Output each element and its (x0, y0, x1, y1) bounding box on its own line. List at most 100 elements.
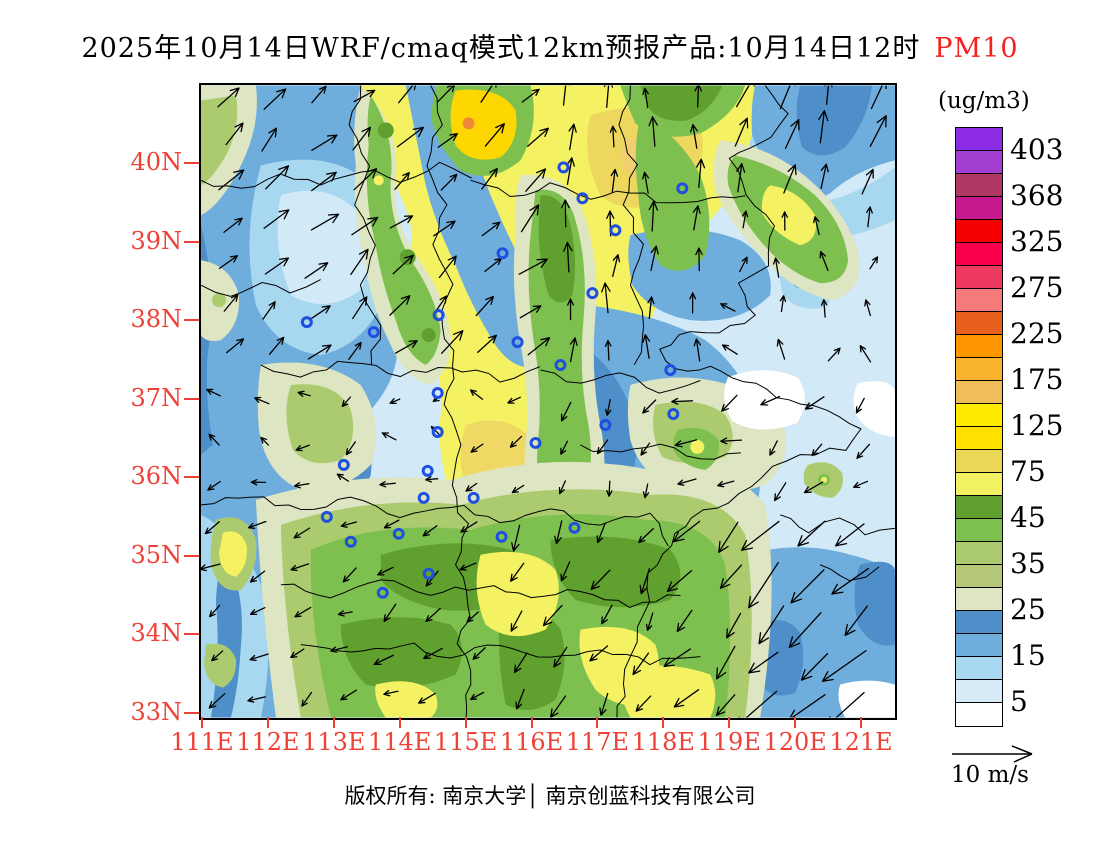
wind-arrow (438, 255, 457, 279)
lon-tick (201, 717, 203, 728)
legend-tick-label: 175 (1010, 363, 1064, 396)
wind-arrow (861, 168, 874, 195)
station-marker-icon (431, 387, 444, 400)
wind-arrow (784, 119, 800, 149)
wind-arrow (249, 653, 269, 662)
wind-arrow (721, 394, 738, 412)
wind-arrow (827, 347, 841, 362)
wind-arrow (856, 443, 871, 459)
lon-tick (728, 717, 731, 728)
wind-arrow (568, 123, 577, 151)
wind-arrow (353, 168, 378, 191)
wind-arrow (844, 605, 868, 637)
wind-arrow (208, 433, 220, 446)
wind-arrow (470, 443, 484, 453)
wind-arrow (247, 520, 267, 529)
wind-arrow (739, 256, 748, 273)
lon-label: 118E (631, 728, 695, 756)
wind-arrow (418, 692, 436, 704)
legend-unit-label: (ug/m3) (938, 88, 1030, 114)
wind-arrow (673, 689, 700, 708)
lat-label: 36N (130, 462, 182, 490)
legend-tick-label: 45 (1010, 501, 1046, 534)
legend-tick-label: 25 (1010, 593, 1046, 626)
wind-arrow (599, 692, 609, 716)
station-marker-icon (431, 425, 444, 438)
wind-arrow (297, 390, 311, 398)
wind-arrow (377, 566, 394, 576)
wind-arrow (373, 654, 394, 665)
wind-arrow (207, 480, 221, 491)
wind-arrow (525, 168, 547, 192)
legend-tick-label: 225 (1010, 317, 1064, 350)
wind-arrow (437, 85, 456, 103)
wind-arrow (781, 211, 789, 231)
wind-arrow (865, 206, 873, 228)
boundary-line (470, 179, 746, 204)
wind-arrow (604, 398, 612, 416)
wind-arrow (773, 257, 780, 278)
wind-arrow (716, 645, 736, 680)
station-marker-icon (554, 359, 567, 372)
legend-cell (956, 266, 1002, 289)
legend-cell (956, 542, 1002, 565)
wind-arrow (260, 436, 270, 446)
wind-arrow (694, 85, 703, 108)
wind-arrow (869, 256, 879, 270)
wind-arrow (383, 519, 400, 529)
legend-cell (956, 289, 1002, 312)
lat-tick (184, 162, 199, 164)
legend-cell (956, 151, 1002, 174)
wind-arrow (720, 437, 743, 445)
wind-arrow (674, 439, 698, 448)
wind-scale-label: 10 m/s (951, 762, 1029, 788)
forecast-map (199, 83, 897, 720)
wind-arrow (609, 125, 617, 148)
wind-arrow (392, 254, 414, 275)
lon-label: 113E (302, 728, 366, 756)
wind-arrow (389, 398, 401, 405)
wind-vector-arrows (201, 85, 887, 718)
wind-arrow (310, 171, 337, 192)
wind-arrow (394, 340, 418, 354)
wind-arrow (553, 646, 568, 668)
legend-cell (956, 519, 1002, 542)
lon-label: 111E (170, 728, 234, 756)
wind-arrow (342, 567, 357, 583)
wind-arrow (760, 395, 781, 406)
boundary-line (580, 443, 741, 460)
wind-arrow (311, 85, 327, 104)
wind-arrow (735, 85, 755, 108)
wind-arrow (721, 344, 738, 355)
legend-cell (956, 611, 1002, 634)
wind-arrow (208, 692, 226, 709)
wind-arrow (518, 258, 548, 275)
wind-arrow (642, 87, 649, 109)
boundary-line (540, 369, 701, 394)
wind-arrow (648, 200, 659, 232)
wind-arrow (311, 134, 338, 152)
station-marker-icon (337, 458, 350, 471)
station-marker-icon (496, 247, 509, 260)
legend-tick-label: 368 (1010, 179, 1064, 212)
wind-arrow (853, 480, 869, 489)
pm10-field-svg (201, 85, 895, 718)
legend-tick-label: 75 (1010, 455, 1046, 488)
wind-arrow (673, 520, 701, 543)
wind-arrow (676, 609, 693, 633)
wind-arrow (589, 645, 609, 662)
wind-arrow (225, 122, 244, 146)
page-title: 2025年10月14日WRF/cmaq模式12km预报产品:10月14日12时 P… (0, 26, 1100, 65)
lon-label: 121E (829, 728, 893, 756)
wind-arrow (639, 568, 651, 595)
station-marker-icon (609, 224, 622, 237)
title-species: PM10 (934, 33, 1019, 64)
boundary-line (618, 85, 645, 366)
lon-label: 120E (763, 728, 827, 756)
wind-arrow (738, 690, 778, 718)
legend-cell (956, 680, 1002, 703)
wind-arrow (352, 296, 368, 320)
wind-arrow (554, 520, 563, 545)
wind-arrow (726, 612, 742, 639)
wind-arrow (718, 521, 739, 553)
